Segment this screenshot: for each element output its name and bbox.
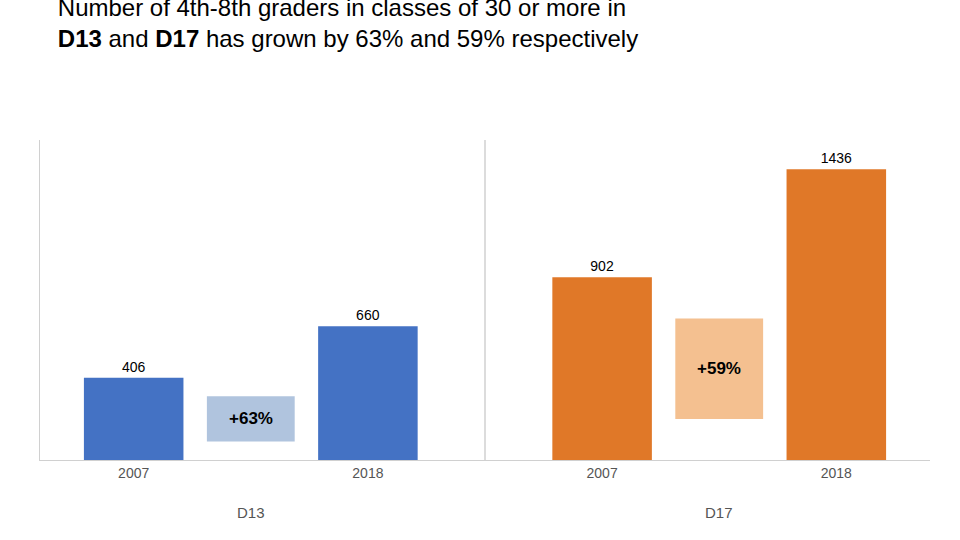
svg-text:2018: 2018 — [352, 465, 383, 481]
svg-text:D17: D17 — [705, 504, 733, 521]
svg-text:2018: 2018 — [821, 465, 852, 481]
svg-text:1436: 1436 — [821, 150, 852, 166]
svg-text:406: 406 — [122, 359, 146, 375]
svg-text:902: 902 — [590, 258, 614, 274]
svg-text:660: 660 — [356, 307, 380, 323]
svg-text:2007: 2007 — [118, 465, 149, 481]
svg-text:Number of 4th-8th graders in c: Number of 4th-8th graders in classes of … — [58, 0, 638, 52]
svg-text:2007: 2007 — [587, 465, 618, 481]
svg-text:D13: D13 — [237, 504, 265, 521]
svg-text:+63%: +63% — [229, 409, 273, 428]
svg-text:+59%: +59% — [697, 359, 741, 378]
